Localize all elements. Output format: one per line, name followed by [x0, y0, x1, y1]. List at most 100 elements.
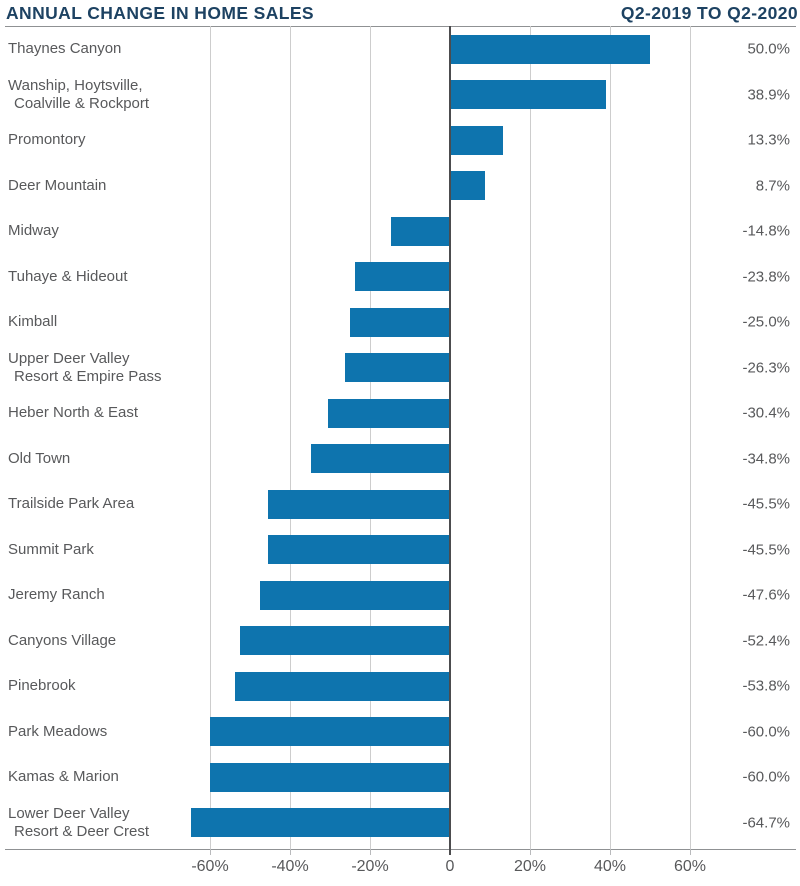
category-label-line: Coalville & Rockport [14, 94, 150, 112]
value-label: -45.5% [742, 541, 790, 559]
bar [268, 489, 450, 519]
zero-line [449, 26, 451, 849]
x-axis-tick-label: 20% [513, 858, 547, 875]
value-label: 50.0% [747, 40, 790, 58]
bar [310, 444, 450, 474]
bar [240, 626, 450, 656]
page-title: ANNUAL CHANGE IN HOME SALES [6, 2, 314, 23]
x-axis-tick-label: 40% [593, 858, 627, 875]
value-label: -34.8% [742, 450, 790, 468]
bar [210, 762, 450, 792]
bar [354, 262, 450, 292]
category-label: Jeremy Ranch [8, 586, 105, 604]
category-label: Old Town [8, 450, 70, 468]
category-label: Park Meadows [8, 723, 107, 741]
value-label: -25.0% [742, 313, 790, 331]
category-label-line: Heber North & East [8, 404, 139, 422]
category-label: Midway [8, 222, 59, 240]
category-label-line: Midway [8, 222, 59, 240]
category-label-line: Upper Deer Valley [8, 349, 130, 367]
gridline [610, 26, 611, 849]
category-label: Tuhaye & Hideout [8, 268, 128, 286]
category-label-line: Canyons Village [8, 631, 117, 649]
value-label: -60.0% [742, 768, 790, 786]
category-label: Deer Mountain [8, 177, 106, 195]
value-label: -52.4% [742, 632, 790, 650]
category-label-line: Kamas & Marion [8, 768, 119, 786]
value-label: -26.3% [742, 359, 790, 377]
gridline [530, 26, 531, 849]
category-label-line: Promontory [8, 131, 86, 149]
chart-header: ANNUAL CHANGE IN HOME SALES Q2-2019 TO Q… [0, 0, 800, 26]
value-label: -60.0% [742, 723, 790, 741]
category-label-line: Resort & Deer Crest [14, 822, 150, 840]
category-label-line: Deer Mountain [8, 176, 107, 194]
category-label-line: Lower Deer Valley [8, 804, 130, 822]
bar [450, 80, 606, 110]
category-label-line: Tuhaye & Hideout [8, 267, 128, 285]
category-label: Thaynes Canyon [8, 40, 121, 58]
category-label: Kimball [8, 313, 57, 331]
period-label: Q2-2019 TO Q2-2020 [620, 2, 798, 23]
axis-tick [370, 849, 371, 855]
gridline [370, 26, 371, 849]
bar [350, 307, 450, 337]
x-axis-tick-label: -20% [351, 858, 389, 875]
category-label: Trailside Park Area [8, 495, 134, 513]
axis-tick [530, 849, 531, 855]
category-label: Canyons Village [8, 632, 116, 650]
value-label: -53.8% [742, 677, 790, 695]
axis-tick [610, 849, 611, 855]
category-label-line: Thaynes Canyon [8, 40, 122, 58]
value-label: -14.8% [742, 222, 790, 240]
axis-tick [210, 849, 211, 855]
value-label: 13.3% [747, 131, 790, 149]
value-label: -23.8% [742, 268, 790, 286]
value-label: -45.5% [742, 495, 790, 513]
category-label: Pinebrook [8, 677, 76, 695]
category-label-line: Old Town [8, 449, 71, 467]
value-label: 8.7% [755, 177, 790, 195]
x-axis-tick-label: 0 [445, 858, 455, 875]
gridline [690, 26, 691, 849]
bar [191, 808, 450, 838]
bar [259, 580, 450, 610]
category-label: Upper Deer Valley Resort & Empire Pass [8, 350, 162, 386]
category-label: Kamas & Marion [8, 768, 119, 786]
category-label-line: Trailside Park Area [8, 495, 135, 513]
category-label-line: Pinebrook [8, 677, 76, 695]
bar [328, 398, 450, 428]
bar [390, 216, 450, 246]
axis-tick [690, 849, 691, 855]
x-axis-tick-label: -40% [271, 858, 309, 875]
category-label: Heber North & East [8, 404, 138, 422]
value-label: -64.7% [742, 814, 790, 832]
bar [344, 353, 450, 383]
axis-tick [290, 849, 291, 855]
x-axis-tick-label: 60% [673, 858, 707, 875]
category-label: Promontory [8, 131, 86, 149]
category-label-line: Kimball [8, 313, 58, 331]
axis-tick [449, 849, 451, 855]
bar [450, 171, 485, 201]
category-label-line: Wanship, Hoytsville, [8, 76, 143, 94]
bar [210, 717, 450, 747]
category-label: Wanship, Hoytsville, Coalville & Rockport [8, 77, 149, 113]
gridline [210, 26, 211, 849]
gridline [290, 26, 291, 849]
category-label-line: Resort & Empire Pass [14, 367, 162, 385]
category-label: Summit Park [8, 541, 94, 559]
plot-top-frame [5, 26, 796, 27]
plot-bottom-frame [5, 849, 796, 850]
bar [234, 671, 450, 701]
value-label: -30.4% [742, 404, 790, 422]
x-axis-tick-label: -60% [191, 858, 229, 875]
value-label: 38.9% [747, 86, 790, 104]
bar [268, 535, 450, 565]
category-label-line: Jeremy Ranch [8, 586, 105, 604]
value-label: -47.6% [742, 586, 790, 604]
bar [450, 34, 650, 64]
bar [450, 125, 504, 155]
category-label-line: Summit Park [8, 540, 94, 558]
